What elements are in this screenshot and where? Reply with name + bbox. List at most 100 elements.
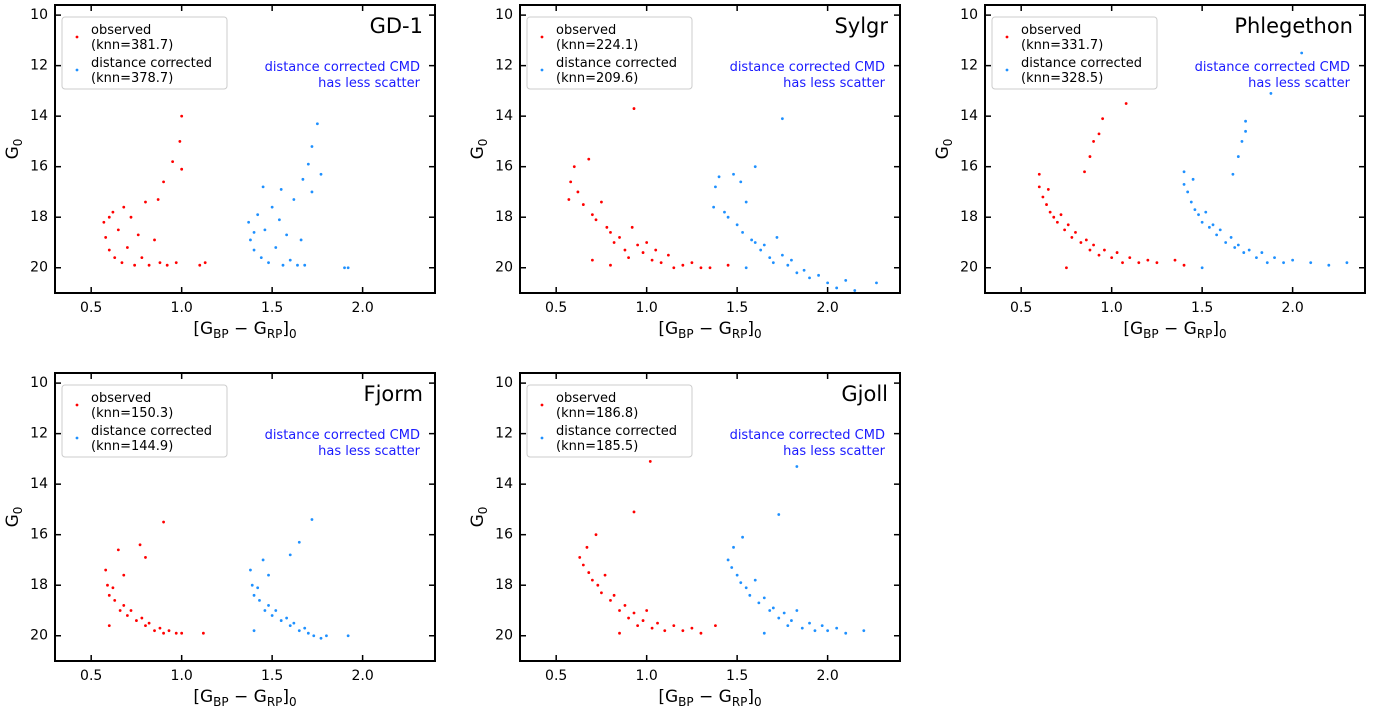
point — [107, 593, 111, 597]
point — [699, 266, 703, 270]
point — [296, 263, 299, 267]
point — [1269, 92, 1273, 95]
point — [153, 629, 156, 633]
point — [1083, 170, 1086, 174]
point — [267, 573, 270, 577]
legend-box — [61, 16, 228, 90]
y-axis-label-part: 0 — [476, 139, 490, 147]
point — [708, 266, 712, 270]
point — [261, 558, 265, 562]
point — [325, 634, 328, 638]
legend-label: observed (knn=331.7) — [1021, 23, 1103, 53]
point — [567, 198, 571, 201]
point — [753, 241, 757, 244]
point — [303, 263, 307, 267]
x-axis-label-part: 0 — [289, 695, 297, 709]
legend-marker — [1005, 35, 1009, 39]
y-tick-label: 14 — [495, 108, 513, 124]
point — [1300, 51, 1304, 55]
y-tick-label: 18 — [495, 577, 513, 593]
point — [180, 114, 184, 118]
point — [612, 593, 616, 597]
point — [636, 624, 640, 628]
y-axis-label: G0 — [3, 507, 25, 528]
annotation: distance corrected CMD has less scatter — [265, 60, 421, 91]
x-axis-label-part: RP — [1197, 327, 1213, 341]
legend-marker — [540, 436, 544, 440]
point — [1079, 241, 1083, 244]
x-axis-label-part: [G — [658, 319, 678, 339]
legend-marker — [75, 436, 79, 440]
point — [1182, 182, 1186, 186]
point — [1218, 228, 1222, 232]
x-axis-label: [GBP − GRP]0 — [1123, 319, 1226, 341]
point — [297, 629, 301, 633]
point — [666, 253, 670, 257]
point — [587, 571, 591, 574]
point — [167, 629, 171, 633]
point — [663, 629, 667, 633]
point — [1182, 263, 1186, 267]
point — [1146, 258, 1150, 262]
point — [753, 578, 757, 582]
point — [645, 241, 649, 244]
point — [1242, 251, 1246, 254]
legend-label: distance corrected (knn=144.9) — [91, 424, 212, 454]
point — [627, 256, 630, 260]
point — [306, 631, 310, 635]
point — [106, 583, 109, 587]
y-tick-label: 20 — [960, 260, 978, 276]
point — [1066, 223, 1070, 227]
point — [587, 157, 591, 161]
point — [310, 190, 314, 194]
annotation: distance corrected CMD has less scatter — [730, 428, 886, 459]
point — [1048, 210, 1052, 214]
x-axis-label-part: RP — [267, 695, 283, 709]
point — [594, 218, 598, 222]
point — [1309, 261, 1313, 265]
x-axis-label-part: ] — [747, 687, 754, 707]
point — [795, 609, 799, 612]
x-tick-label: 1.5 — [261, 668, 283, 684]
point — [140, 616, 144, 620]
y-tick-label: 14 — [960, 108, 978, 124]
axes-frame — [54, 372, 436, 662]
point — [853, 289, 857, 292]
point — [762, 631, 766, 635]
point — [1097, 132, 1101, 136]
point — [274, 246, 278, 249]
point — [288, 553, 292, 557]
point — [252, 593, 256, 597]
point — [1074, 230, 1077, 234]
y-axis-label-part: 0 — [476, 507, 490, 515]
point — [862, 629, 866, 633]
point — [107, 248, 111, 252]
point — [285, 233, 289, 237]
x-axis-label-part: [G — [193, 687, 213, 707]
point — [107, 624, 111, 628]
point — [690, 626, 694, 630]
point — [777, 513, 781, 516]
panel-title: Fjorm — [364, 382, 423, 406]
point — [590, 213, 594, 217]
point — [1211, 223, 1215, 227]
y-tick-label: 18 — [30, 209, 48, 225]
point — [1215, 233, 1219, 237]
point — [256, 586, 260, 590]
point — [162, 180, 165, 184]
point — [258, 598, 261, 602]
y-tick-label: 16 — [30, 527, 48, 543]
point — [630, 225, 634, 229]
point — [1055, 220, 1059, 224]
point — [270, 614, 274, 617]
point — [174, 631, 178, 635]
annotation: distance corrected CMD has less scatter — [730, 60, 886, 91]
y-tick-label: 20 — [30, 628, 48, 644]
point — [780, 253, 784, 257]
point — [263, 228, 267, 232]
point — [717, 175, 721, 179]
point — [641, 251, 645, 254]
